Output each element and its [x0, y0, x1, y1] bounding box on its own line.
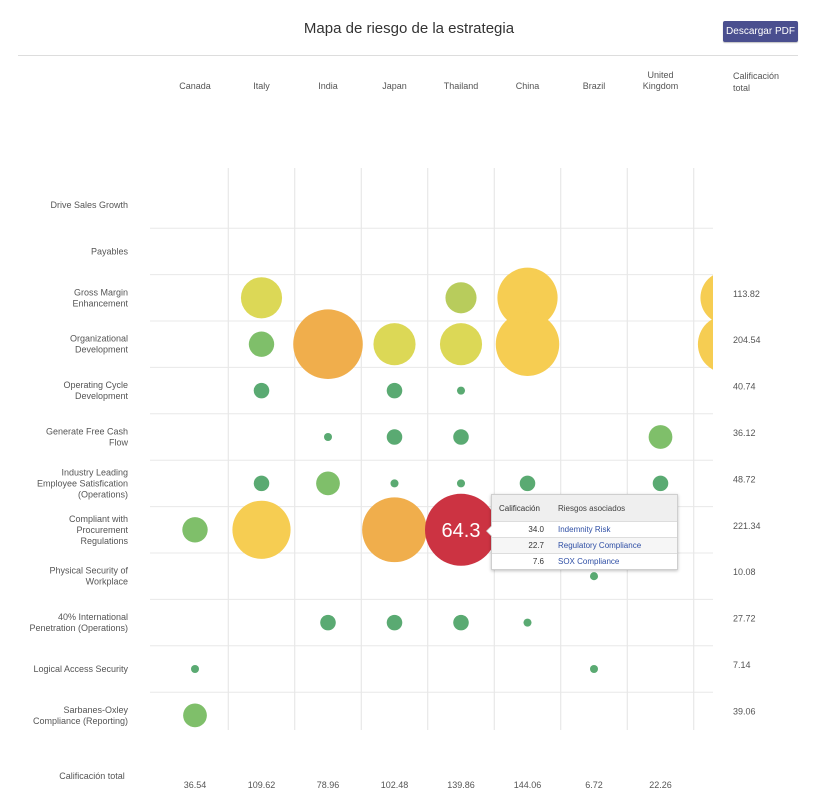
risk-bubble: [320, 614, 336, 631]
row-label: Gross Margin Enhancement: [72, 287, 128, 308]
row-label: Organizational Development: [70, 334, 129, 355]
tooltip-score: 34.0: [528, 525, 544, 534]
risk-bubble: [386, 382, 403, 399]
column-total: 144.06: [514, 780, 542, 790]
column-total: 36.54: [184, 780, 207, 790]
risk-bubble: [648, 425, 673, 449]
column-label: Uni of: [720, 70, 734, 91]
risk-bubble: [390, 479, 399, 488]
row-total: 7.14: [733, 660, 751, 670]
tooltip-row: 7.6 SOX Compliance: [492, 553, 677, 569]
risk-bubble: [190, 664, 200, 674]
risk-bubble: [439, 323, 483, 366]
tooltip-header-risks: Riesgos asociados: [558, 503, 626, 513]
tooltip-header: Calificación Riesgos asociados: [492, 495, 677, 521]
column-total: 78.96: [317, 780, 340, 790]
risk-bubble: [253, 382, 270, 399]
risk-bubble: [589, 572, 599, 581]
risk-bubble: [456, 386, 466, 395]
row-label: Compliant with Procurement Regulations: [69, 514, 129, 546]
risk-bubble: [240, 277, 283, 319]
risk-bubble: [386, 429, 403, 445]
risk-bubble: [182, 517, 208, 543]
tooltip-risk-link[interactable]: Indemnity Risk: [558, 525, 611, 534]
risk-bubble: [523, 618, 532, 627]
tooltip-risk-link[interactable]: SOX Compliance: [558, 557, 620, 566]
risk-bubble: [183, 703, 207, 728]
column-label: India: [318, 81, 338, 91]
row-total: 36.12: [733, 428, 756, 438]
risk-bubble: [248, 331, 275, 357]
column-total: 22.26: [649, 780, 672, 790]
total-column-header: Calificación total: [733, 71, 779, 93]
bubbles: 64.3: [182, 267, 713, 728]
page-title: Mapa de riesgo de la estrategia: [303, 20, 515, 37]
tooltip-risk-link[interactable]: Regulatory Compliance: [558, 541, 642, 550]
risk-bubble: [386, 614, 403, 631]
column-label: United Kingdom: [643, 70, 679, 91]
row-total: 48.72: [733, 474, 756, 484]
column-label: China: [516, 81, 540, 91]
column-label: Italy: [253, 81, 270, 91]
risk-bubble: [497, 267, 558, 328]
row-label: Logical Access Security: [33, 664, 128, 674]
tooltip-row: 22.7 Regulatory Compliance: [492, 537, 677, 553]
row-label: Operating Cycle Development: [63, 380, 128, 401]
risk-bubble: [697, 318, 713, 370]
row-total: 221.34: [733, 521, 761, 531]
risk-bubble: [293, 309, 363, 379]
row-label: Industry Leading Employee Satisfication (O…: [37, 467, 128, 499]
risk-bubble: [445, 282, 477, 314]
risk-bubble: [456, 479, 466, 488]
row-total: 204.54: [733, 335, 761, 345]
risk-bubble: [373, 323, 416, 366]
row-total: 113.82: [733, 289, 760, 299]
column-headers: Canada Italy India Japan Thailand China Brazil…: [179, 70, 734, 91]
risk-bubble: [495, 312, 560, 376]
tooltip-header-score: Calificación: [499, 503, 540, 513]
column-label: Canada: [179, 81, 211, 91]
bubble-value-label: 64.3: [442, 520, 481, 542]
risk-bubble: [316, 471, 340, 496]
column-totals-label: Calificación total: [59, 771, 125, 781]
row-label: 40% International Penetration (Operations…: [29, 612, 128, 633]
risk-bubble: [652, 475, 669, 492]
row-total: 10.08: [733, 567, 756, 577]
row-label: Physical Security of Workplace: [49, 566, 128, 587]
row-label: Drive Sales Growth: [50, 200, 128, 210]
row-label: Generate Free Cash Flow: [46, 427, 129, 448]
risk-bubble: [323, 432, 333, 442]
risk-bubble: [232, 500, 291, 559]
column-label: Brazil: [583, 81, 606, 91]
risk-bubble: [362, 497, 427, 563]
tooltip-row: 34.0 Indemnity Risk: [492, 521, 677, 537]
risk-bubble: [589, 664, 599, 674]
download-pdf-button[interactable]: Descargar PDF: [723, 21, 798, 42]
risk-bubble: [453, 614, 469, 631]
column-label: Thailand: [444, 81, 479, 91]
risk-bubble: [253, 475, 270, 492]
matrix-grid: [150, 168, 713, 730]
row-total: 27.72: [733, 614, 756, 624]
tooltip-score: 22.7: [528, 541, 544, 550]
risk-bubble: [700, 275, 713, 321]
bubble-tooltip: Calificación Riesgos asociados 34.0 Inde…: [486, 494, 678, 570]
tooltip-score: 7.6: [532, 557, 544, 566]
column-total: 102.48: [381, 780, 409, 790]
column-total: 109.62: [248, 780, 276, 790]
row-total: 40.74: [733, 382, 756, 392]
column-label: Japan: [382, 81, 407, 91]
row-total: 39.06: [733, 706, 756, 716]
column-total: 6.72: [585, 780, 603, 790]
row-label: Sarbanes-Oxley Compliance (Reporting): [33, 705, 129, 726]
risk-bubble: [453, 429, 469, 445]
column-total: 139.86: [447, 780, 475, 790]
header-divider: [18, 55, 798, 56]
risk-bubble: [519, 475, 536, 492]
row-label: Payables: [91, 246, 129, 256]
risk-bubble: [425, 493, 497, 566]
